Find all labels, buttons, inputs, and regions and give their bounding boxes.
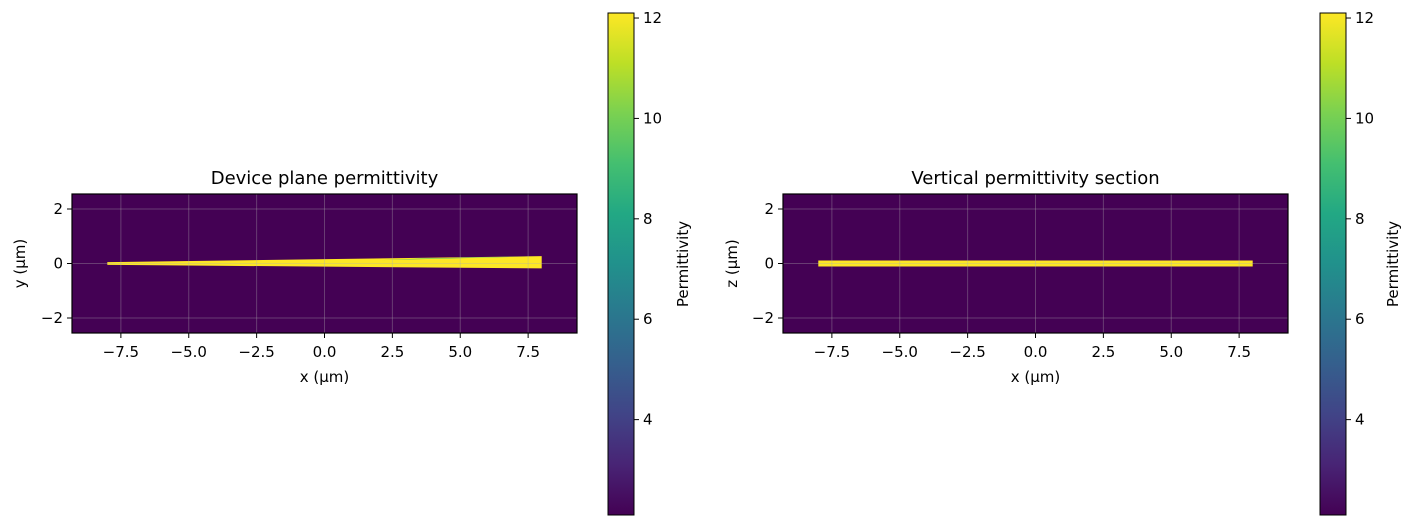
x-ticks: −7.5 −5.0 −2.5 0.0 2.5 5.0 7.5 (814, 333, 1251, 361)
y-tick-label: 2 (53, 200, 63, 218)
colorbar-tick-label: 12 (643, 9, 662, 27)
colorbar-tick-label: 12 (1355, 9, 1374, 27)
x-tick-label: −7.5 (103, 343, 139, 361)
x-tick-label: 7.5 (1227, 343, 1251, 361)
colorbar-tick-label: 8 (1355, 210, 1365, 228)
shapes (818, 260, 1253, 267)
shape-taper-edge (378, 256, 542, 261)
colorbar-ticks: 4 6 8 10 12 (1346, 9, 1374, 429)
y-axis-label: z (µm) (723, 239, 741, 288)
x-tick-label: 0.0 (313, 343, 337, 361)
x-tick-label: 2.5 (380, 343, 404, 361)
plot-area: −7.5 −5.0 −2.5 0.0 2.5 5.0 7.5 −2 0 2 (41, 193, 578, 361)
colorbar-tick-label: 6 (643, 310, 653, 328)
colorbar-tick-label: 10 (643, 109, 662, 127)
shape-slab (818, 260, 1253, 267)
colorbar: 4 6 8 10 12 Permittivity (607, 9, 692, 516)
colorbar-tick-label: 6 (1355, 310, 1365, 328)
y-tick-label: 0 (53, 255, 63, 273)
grid (72, 194, 577, 333)
colorbar-gradient (1319, 12, 1347, 516)
x-tick-label: 0.0 (1024, 343, 1048, 361)
x-tick-label: −2.5 (949, 343, 985, 361)
shapes (107, 256, 542, 269)
colorbar-label: Permittivity (1384, 221, 1402, 307)
y-tick-label: −2 (752, 309, 774, 327)
colorbar-ticks: 4 6 8 10 12 (634, 9, 662, 429)
y-ticks: −2 0 2 (752, 200, 783, 327)
colorbar-label: Permittivity (674, 221, 692, 307)
x-tick-label: −5.0 (171, 343, 207, 361)
x-tick-label: −2.5 (238, 343, 274, 361)
x-tick-label: 5.0 (1159, 343, 1183, 361)
x-tick-label: −7.5 (814, 343, 850, 361)
colorbar-tick-label: 4 (643, 411, 653, 429)
x-tick-label: 5.0 (448, 343, 472, 361)
plot-area: −7.5 −5.0 −2.5 0.0 2.5 5.0 7.5 −2 0 2 (752, 193, 1289, 361)
x-axis-label: x (µm) (1011, 368, 1061, 386)
grid (783, 194, 1288, 333)
colorbar-tick-label: 10 (1355, 109, 1374, 127)
y-axis-label: y (µm) (11, 239, 29, 289)
x-axis-label: x (µm) (300, 368, 350, 386)
y-tick-label: 2 (764, 200, 774, 218)
chart-title: Device plane permittivity (211, 168, 439, 189)
y-ticks: −2 0 2 (41, 200, 72, 327)
panel-vertical-section: Vertical permittivity section −7.5 −5.0 −2… (723, 9, 1402, 516)
x-tick-label: 7.5 (516, 343, 540, 361)
y-tick-label: −2 (41, 309, 63, 327)
panel-device-plane: Device plane permittivity −7.5 −5.0 −2.5 0.… (11, 9, 692, 516)
chart-title: Vertical permittivity section (911, 168, 1159, 189)
shape-taper (107, 256, 542, 269)
y-tick-label: 0 (764, 255, 774, 273)
x-tick-label: 2.5 (1091, 343, 1115, 361)
colorbar-tick-label: 8 (643, 210, 653, 228)
colorbar-tick-label: 4 (1355, 411, 1365, 429)
x-tick-label: −5.0 (882, 343, 918, 361)
colorbar: 4 6 8 10 12 Permittivity (1319, 9, 1402, 516)
x-ticks: −7.5 −5.0 −2.5 0.0 2.5 5.0 7.5 (103, 333, 540, 361)
colorbar-gradient (607, 12, 635, 516)
